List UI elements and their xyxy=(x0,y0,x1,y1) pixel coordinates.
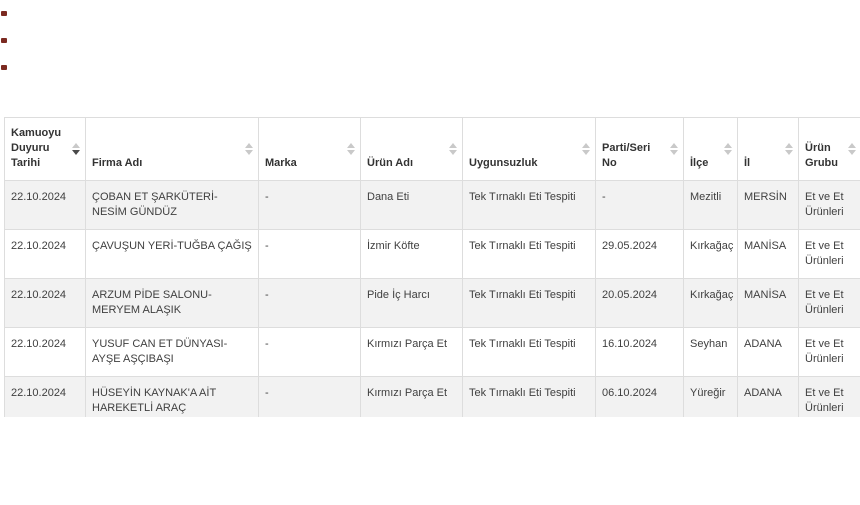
column-header-2[interactable]: Firma Adı xyxy=(85,117,259,181)
table-cell: HÜSEYİN KAYNAK'A AİT HAREKETLİ ARAÇ xyxy=(85,376,259,417)
data-table: Kamuoyu Duyuru Tarihi Firma Adı Marka Ürün … xyxy=(4,117,860,417)
column-header-4[interactable]: Ürün Adı xyxy=(360,117,463,181)
table-cell: 22.10.2024 xyxy=(4,327,86,377)
column-header-5[interactable]: Uygunsuzluk xyxy=(462,117,596,181)
table-cell: Et ve Et Ürünleri xyxy=(798,327,860,377)
table-row: 22.10.2024 YUSUF CAN ET DÜNYASI-AYŞE AŞÇI… xyxy=(4,327,860,377)
table-cell: Kırkağaç xyxy=(683,229,738,279)
table-cell: ADANA xyxy=(737,327,799,377)
edge-dash-mark xyxy=(1,38,7,43)
table-cell: MANİSA xyxy=(737,278,799,328)
table-header: Kamuoyu Duyuru Tarihi Firma Adı Marka Ürün … xyxy=(4,117,860,181)
table-cell: Seyhan xyxy=(683,327,738,377)
table-cell: Tek Tırnaklı Eti Tespiti xyxy=(462,327,596,377)
table-cell: Tek Tırnaklı Eti Tespiti xyxy=(462,180,596,230)
edge-dash-mark xyxy=(1,11,7,16)
column-header-7[interactable]: İlçe xyxy=(683,117,738,181)
sort-arrows-icon xyxy=(724,143,732,155)
table-cell: - xyxy=(258,278,361,328)
table-cell: ARZUM PİDE SALONU-MERYEM ALAŞIK xyxy=(85,278,259,328)
table-cell: 22.10.2024 xyxy=(4,278,86,328)
table-cell: Tek Tırnaklı Eti Tespiti xyxy=(462,229,596,279)
header-row: Kamuoyu Duyuru Tarihi Firma Adı Marka Ürün … xyxy=(4,117,860,181)
table-cell: Dana Eti xyxy=(360,180,463,230)
column-header-6[interactable]: Parti/Seri No xyxy=(595,117,684,181)
table-cell: Kırmızı Parça Et xyxy=(360,327,463,377)
sort-arrows-icon xyxy=(582,143,590,155)
column-label: Kamuoyu Duyuru Tarihi xyxy=(11,127,62,169)
column-label: Parti/Seri No xyxy=(602,142,651,169)
table-row: 22.10.2024 ARZUM PİDE SALONU-MERYEM ALAŞI… xyxy=(4,278,860,328)
column-label: Uygunsuzluk xyxy=(469,157,538,169)
column-label: Ürün Adı xyxy=(367,157,414,169)
table-cell: - xyxy=(258,376,361,417)
table-cell: Kırkağaç xyxy=(683,278,738,328)
table-row: 22.10.2024 ÇAVUŞUN YERİ-TUĞBA ÇAĞIŞ - İzmir… xyxy=(4,229,860,279)
column-header-1[interactable]: Kamuoyu Duyuru Tarihi xyxy=(4,117,86,181)
column-label: Firma Adı xyxy=(92,157,143,169)
table-cell: Yüreğir xyxy=(683,376,738,417)
table-cell: YUSUF CAN ET DÜNYASI-AYŞE AŞÇIBAŞI xyxy=(85,327,259,377)
table-cell: - xyxy=(258,229,361,279)
table-cell: 22.10.2024 xyxy=(4,229,86,279)
table-cell: ÇOBAN ET ŞARKÜTERİ-NESİM GÜNDÜZ xyxy=(85,180,259,230)
sort-arrows-icon xyxy=(785,143,793,155)
table-cell: Pide İç Harcı xyxy=(360,278,463,328)
column-label: Marka xyxy=(265,157,297,169)
table-cell: Tek Tırnaklı Eti Tespiti xyxy=(462,278,596,328)
sort-arrows-icon xyxy=(670,143,678,155)
table-cell: Et ve Et Ürünleri xyxy=(798,376,860,417)
table-cell: ADANA xyxy=(737,376,799,417)
table-cell: - xyxy=(258,327,361,377)
table-cell: Mezitli xyxy=(683,180,738,230)
edge-dash-mark xyxy=(1,65,7,70)
table-cell: Et ve Et Ürünleri xyxy=(798,278,860,328)
table-body: 22.10.2024 ÇOBAN ET ŞARKÜTERİ-NESİM GÜNDÜ… xyxy=(4,180,860,417)
sort-arrows-icon xyxy=(449,143,457,155)
column-header-9[interactable]: Ürün Grubu xyxy=(798,117,860,181)
table-cell: Kırmızı Parça Et xyxy=(360,376,463,417)
table-cell: Tek Tırnaklı Eti Tespiti xyxy=(462,376,596,417)
table-cell: MANİSA xyxy=(737,229,799,279)
sort-arrows-icon xyxy=(72,143,80,155)
column-header-8[interactable]: İl xyxy=(737,117,799,181)
table-cell: Et ve Et Ürünleri xyxy=(798,180,860,230)
column-header-3[interactable]: Marka xyxy=(258,117,361,181)
table-cell: - xyxy=(595,180,684,230)
column-label: Ürün Grubu xyxy=(805,142,838,169)
table-cell: 22.10.2024 xyxy=(4,376,86,417)
table-cell: - xyxy=(258,180,361,230)
recall-table: Kamuoyu Duyuru Tarihi Firma Adı Marka Ürün … xyxy=(4,117,860,417)
sort-arrows-icon xyxy=(847,143,856,155)
column-label: İlçe xyxy=(690,157,709,169)
table-cell: MERSİN xyxy=(737,180,799,230)
table-cell: 06.10.2024 xyxy=(595,376,684,417)
sort-arrows-icon xyxy=(347,143,355,155)
table-row: 22.10.2024 HÜSEYİN KAYNAK'A AİT HAREKETLİ… xyxy=(4,376,860,417)
table-cell: 29.05.2024 xyxy=(595,229,684,279)
table-cell: 16.10.2024 xyxy=(595,327,684,377)
table-cell: ÇAVUŞUN YERİ-TUĞBA ÇAĞIŞ xyxy=(85,229,259,279)
column-label: İl xyxy=(744,157,751,169)
table-cell: İzmir Köfte xyxy=(360,229,463,279)
table-cell: 20.05.2024 xyxy=(595,278,684,328)
table-cell: 22.10.2024 xyxy=(4,180,86,230)
table-row: 22.10.2024 ÇOBAN ET ŞARKÜTERİ-NESİM GÜNDÜ… xyxy=(4,180,860,230)
table-cell: Et ve Et Ürünleri xyxy=(798,229,860,279)
sort-arrows-icon xyxy=(245,143,253,155)
